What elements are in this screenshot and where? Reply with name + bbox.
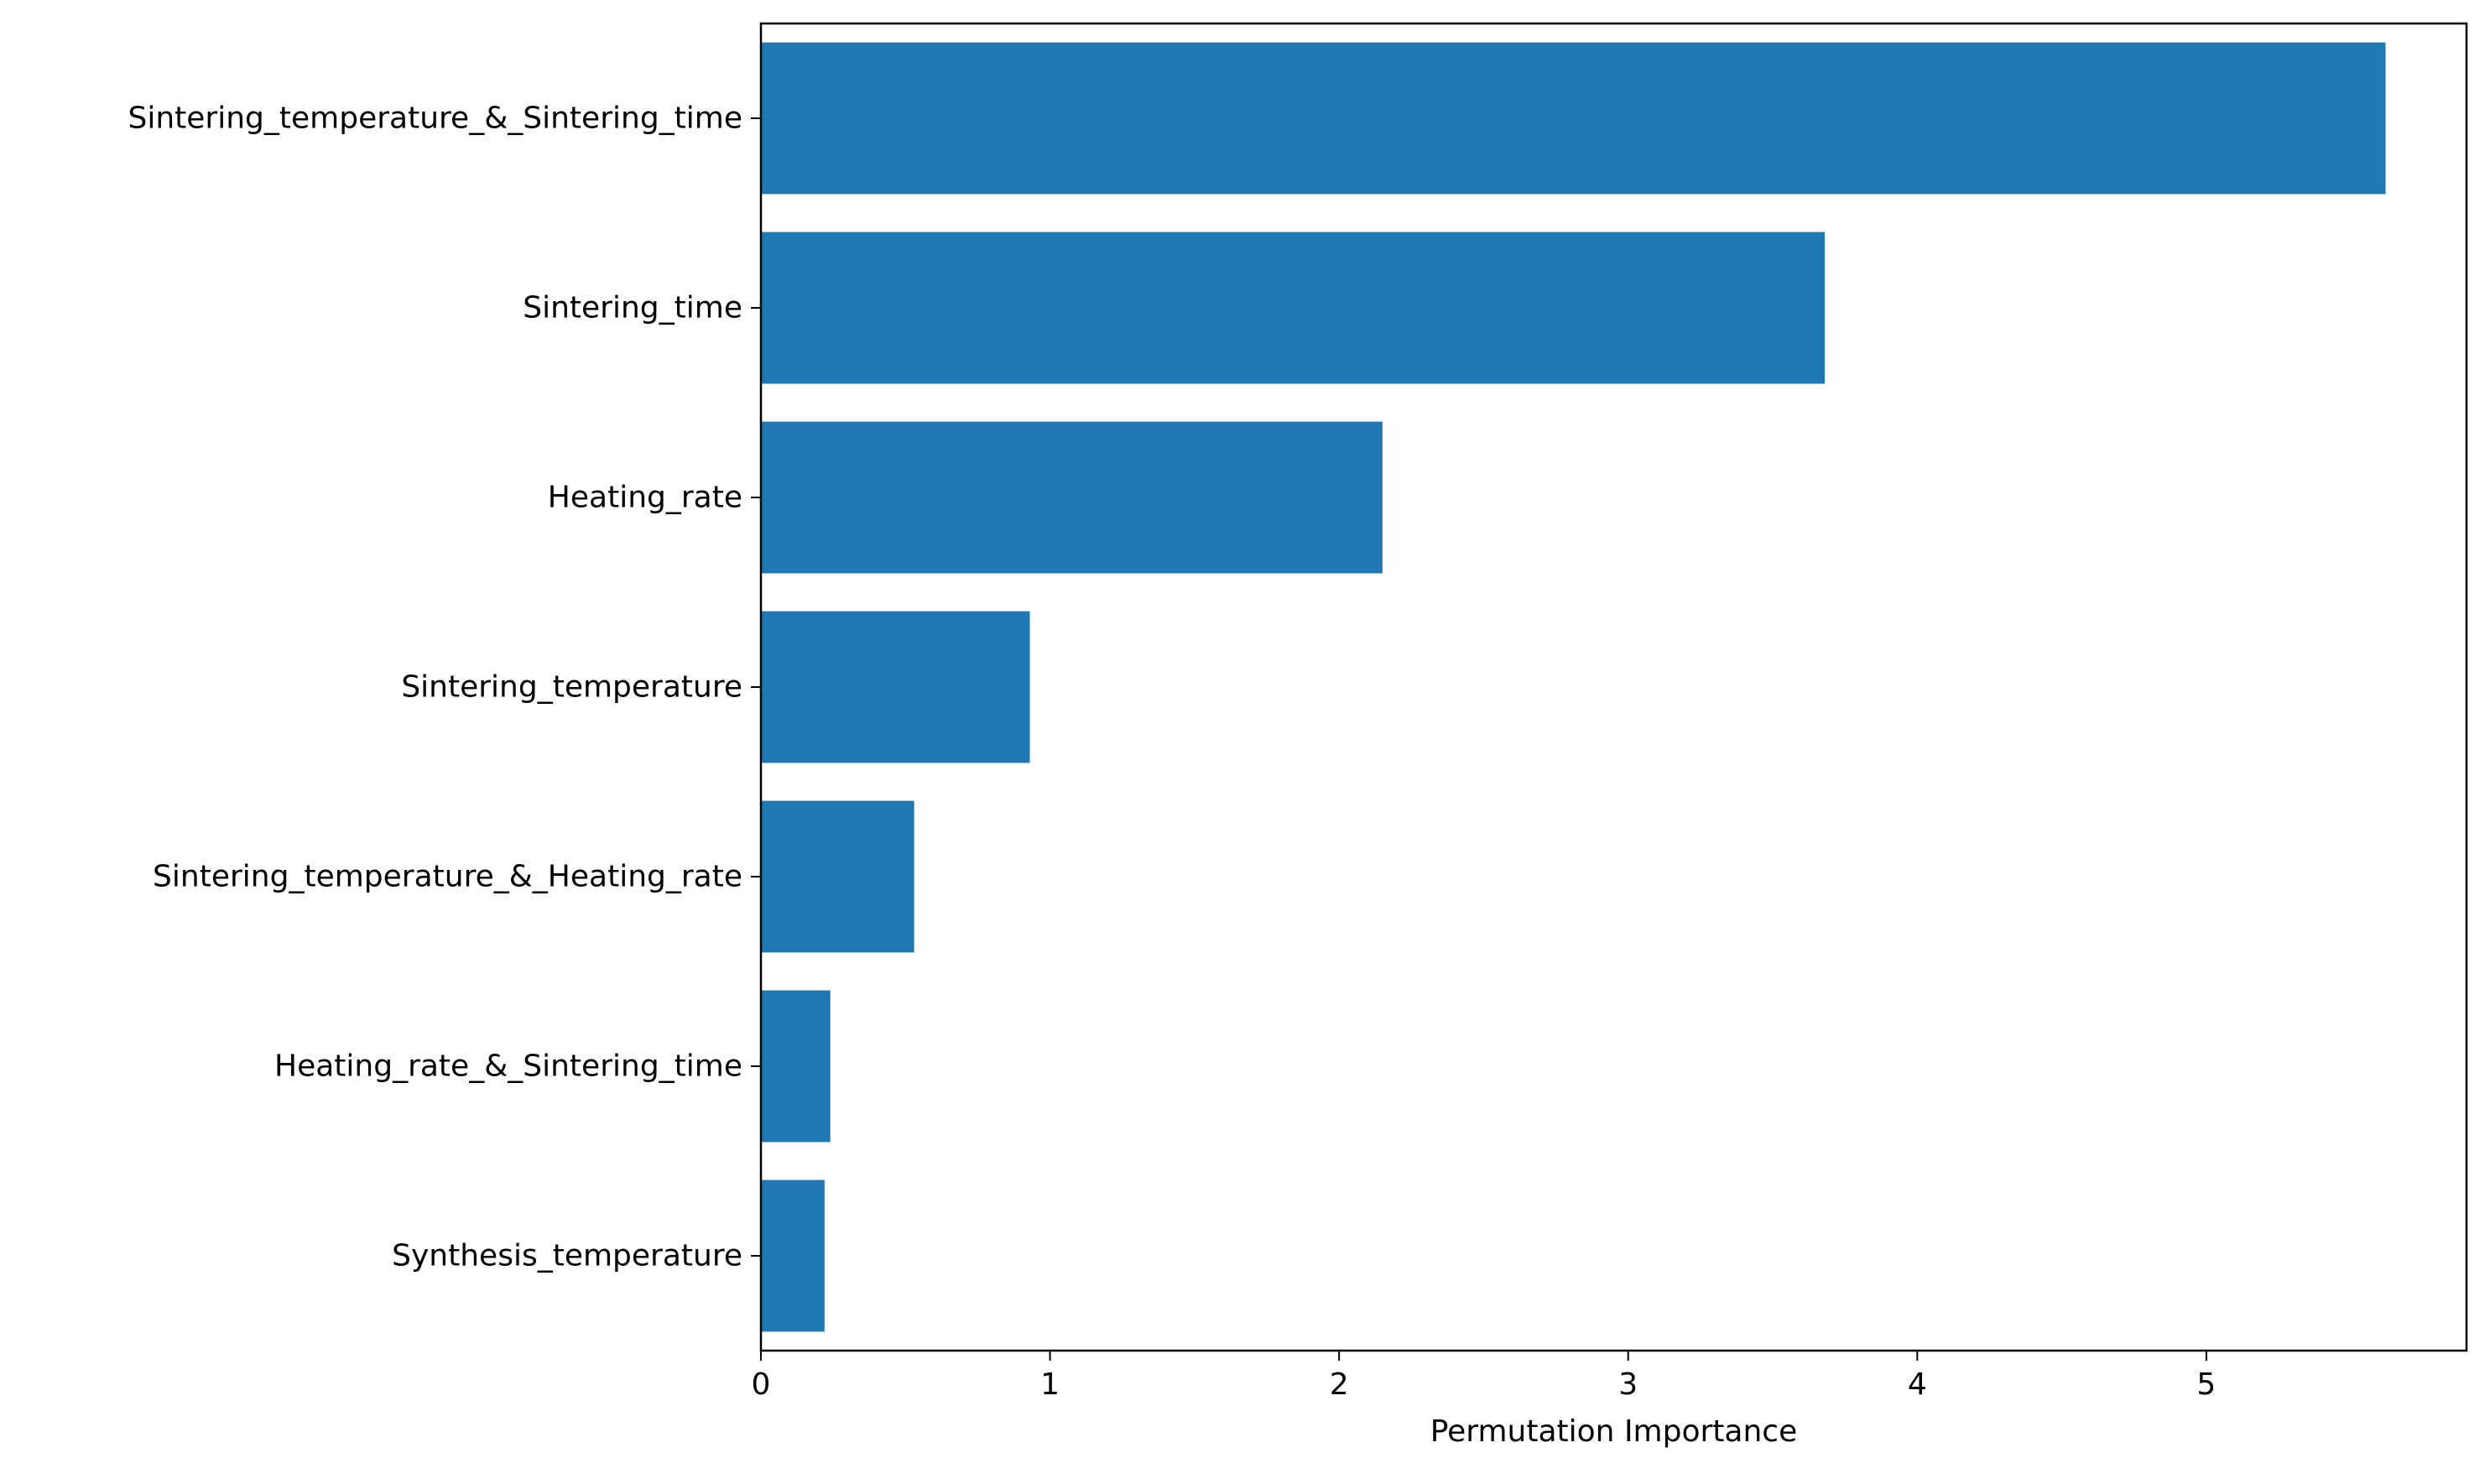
x-axis-ticks: 0 1 2 3 4 5 <box>752 1351 2216 1402</box>
y-tick-label: Heating_rate <box>548 481 742 515</box>
x-tick-label: 3 <box>1618 1367 1638 1402</box>
y-tick-label: Sintering_temperature_&_Heating_rate <box>153 860 742 894</box>
y-axis-ticks: Sintering_temperature_&_Sintering_time Si… <box>128 102 761 1273</box>
y-tick-label: Sintering_temperature_&_Sintering_time <box>128 102 743 136</box>
y-tick-label: Synthesis_temperature <box>392 1239 742 1273</box>
x-tick-label: 1 <box>1040 1367 1060 1402</box>
bar <box>761 232 1826 384</box>
y-tick-label: Sintering_temperature <box>401 670 742 705</box>
x-axis-label: Permutation Importance <box>1430 1414 1798 1449</box>
bar <box>761 1179 825 1332</box>
bar <box>761 42 2386 195</box>
bar <box>761 990 831 1143</box>
x-tick-label: 0 <box>752 1367 771 1402</box>
bar <box>761 611 1030 763</box>
y-tick-label: Heating_rate_&_Sintering_time <box>274 1049 742 1084</box>
bar <box>761 800 914 953</box>
x-tick-label: 2 <box>1330 1367 1349 1402</box>
bar <box>761 421 1383 574</box>
y-tick-label: Sintering_time <box>523 291 742 325</box>
bars-group <box>761 42 2386 1332</box>
x-tick-label: 5 <box>2196 1367 2216 1402</box>
plot-frame <box>759 22 2468 1352</box>
x-tick-label: 4 <box>1908 1367 1927 1402</box>
